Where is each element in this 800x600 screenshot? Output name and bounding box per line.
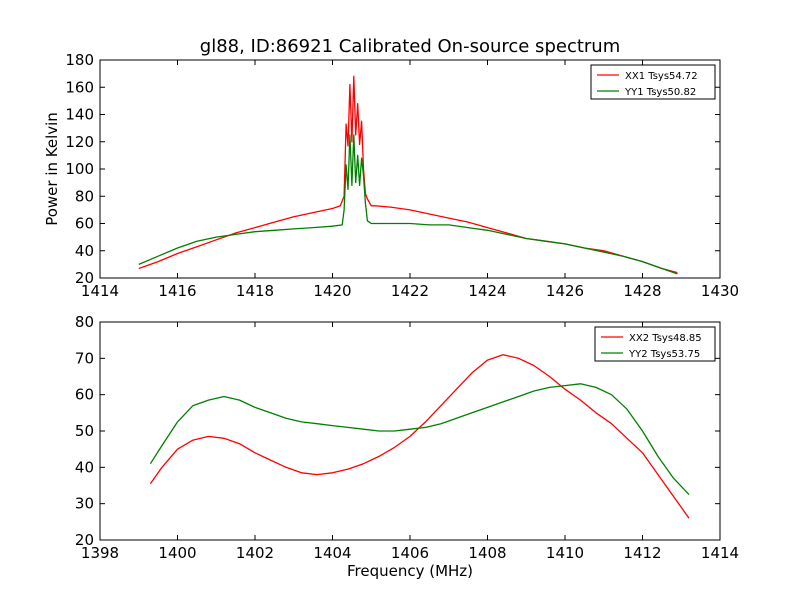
- y-tick-label: 180: [65, 51, 94, 69]
- y-tick-label: 140: [65, 106, 94, 124]
- series-line-2: [149, 383, 690, 496]
- x-tick-label: 1414: [701, 544, 739, 562]
- chart-title: gl88, ID:86921 Calibrated On-source spec…: [200, 36, 620, 57]
- x-tick-label: 1414: [81, 282, 119, 300]
- y-tick-label: 60: [75, 215, 94, 233]
- x-tick-label: 1422: [391, 282, 429, 300]
- x-tick-label: 1410: [546, 544, 584, 562]
- legend: XX1 Tsys54.72 YY1 Tsys50.82: [590, 64, 716, 100]
- x-tick-label: 1424: [468, 282, 506, 300]
- y-tick-label: 40: [75, 458, 94, 476]
- x-tick-label: 1428: [623, 282, 661, 300]
- y-tick-label: 120: [65, 133, 94, 151]
- y-tick-label: 20: [75, 269, 94, 287]
- y-tick-label: 80: [75, 313, 94, 331]
- y-tick-label: 30: [75, 495, 94, 513]
- y-tick-label: 60: [75, 386, 94, 404]
- y-tick-label: 20: [75, 531, 94, 549]
- legend-label: YY1 Tsys50.82: [624, 87, 696, 98]
- x-tick-label: 1412: [623, 544, 661, 562]
- x-axis-label: Frequency (MHz): [347, 562, 473, 580]
- x-tick-label: 1398: [81, 544, 119, 562]
- y-tick-label: 40: [75, 242, 94, 260]
- legend-label: XX2 Tsys48.85: [629, 333, 702, 344]
- y-axis-label: Power in Kelvin: [43, 112, 61, 226]
- x-tick-label: 1426: [546, 282, 584, 300]
- series-line-1: [138, 75, 678, 274]
- y-tick-label: 50: [75, 422, 94, 440]
- x-tick-label: 1406: [391, 544, 429, 562]
- series-line-1: [149, 354, 690, 519]
- top-spectrum-plot: 1414 1416 1418 1420 1422 1424 1426 1428 1430 20 40…: [65, 51, 739, 300]
- x-tick-label: 1430: [701, 282, 739, 300]
- y-tick-label: 70: [75, 349, 94, 367]
- x-tick-label: 1400: [158, 544, 196, 562]
- legend-box: [590, 64, 716, 100]
- x-tick-label: 1404: [313, 544, 351, 562]
- x-tick-label: 1418: [236, 282, 274, 300]
- x-tick-label: 1420: [313, 282, 351, 300]
- y-tick-label: 160: [65, 78, 94, 96]
- y-tick-label: 80: [75, 187, 94, 205]
- x-tick-label: 1408: [468, 544, 506, 562]
- legend-label: YY2 Tsys53.75: [628, 349, 700, 360]
- bottom-spectrum-plot: 1398 1400 1402 1404 1406 1408 1410 1412 1414 20 30…: [75, 313, 739, 562]
- x-tick-label: 1402: [236, 544, 274, 562]
- legend-label: XX1 Tsys54.72: [625, 71, 698, 82]
- series-line-2: [138, 134, 678, 275]
- legend-box: [594, 326, 716, 362]
- legend: XX2 Tsys48.85 YY2 Tsys53.75: [594, 326, 716, 362]
- x-tick-label: 1416: [158, 282, 196, 300]
- y-tick-label: 100: [65, 160, 94, 178]
